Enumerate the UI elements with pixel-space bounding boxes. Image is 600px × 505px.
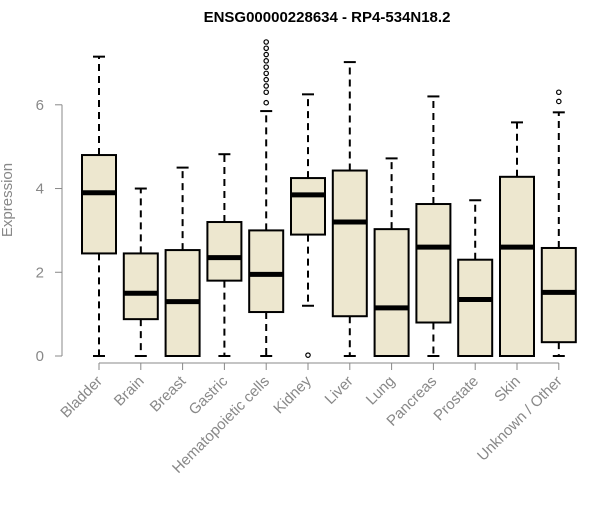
box-lung — [373, 157, 410, 357]
outlier-point — [263, 89, 270, 96]
iqr-box — [373, 228, 410, 357]
x-tick-label: Brain — [111, 373, 148, 410]
iqr-box — [290, 177, 326, 236]
box-unknown-other — [540, 89, 577, 357]
box-skin — [499, 121, 535, 357]
box-breast — [164, 166, 201, 357]
outlier-point — [263, 58, 270, 64]
outlier-point — [305, 352, 311, 358]
outlier-point — [263, 83, 270, 89]
box-kidney — [290, 93, 326, 358]
outlier-point — [263, 70, 270, 77]
y-axis-label: Expression — [0, 163, 16, 237]
y-tick-label: 2 — [36, 264, 44, 281]
box-prostate — [457, 199, 494, 357]
box-bladder — [81, 55, 117, 357]
box-gastric — [206, 153, 243, 357]
iqr-box — [248, 229, 285, 314]
y-tick-label: 0 — [36, 348, 44, 365]
outlier-point — [263, 64, 270, 70]
outlier-point — [263, 51, 270, 58]
x-tick-label: Prostate — [430, 373, 482, 425]
box-series — [81, 39, 577, 358]
iqr-box — [457, 258, 494, 357]
axes: 0 2 4 6 — [36, 97, 560, 370]
iqr-box — [331, 169, 368, 318]
outlier-point — [263, 45, 270, 52]
x-tick-label: Kidney — [270, 372, 315, 417]
y-tick-label: 4 — [36, 181, 44, 198]
y-tick-label: 6 — [36, 97, 44, 114]
iqr-box — [81, 154, 117, 255]
iqr-box — [206, 221, 243, 282]
outlier-point — [263, 76, 270, 83]
box-liver — [331, 61, 368, 357]
x-tick-label: Liver — [322, 373, 357, 408]
outlier-point — [263, 99, 270, 106]
x-tick-label: Skin — [491, 373, 524, 406]
iqr-box — [122, 252, 159, 321]
x-tick-label: Breast — [147, 372, 190, 415]
iqr-box — [415, 203, 452, 324]
box-pancreas — [415, 95, 452, 357]
box-brain — [122, 187, 159, 357]
iqr-box — [499, 175, 535, 357]
x-tick-label: Bladder — [57, 373, 106, 422]
x-tick-label: Lung — [363, 373, 399, 409]
box-hematopoietic-cells — [248, 39, 285, 357]
outlier-point — [555, 98, 562, 105]
chart-title: ENSG00000228634 - RP4-534N18.2 — [204, 9, 451, 26]
iqr-box — [540, 246, 577, 344]
outlier-point — [263, 39, 270, 45]
outlier-point — [555, 89, 562, 96]
